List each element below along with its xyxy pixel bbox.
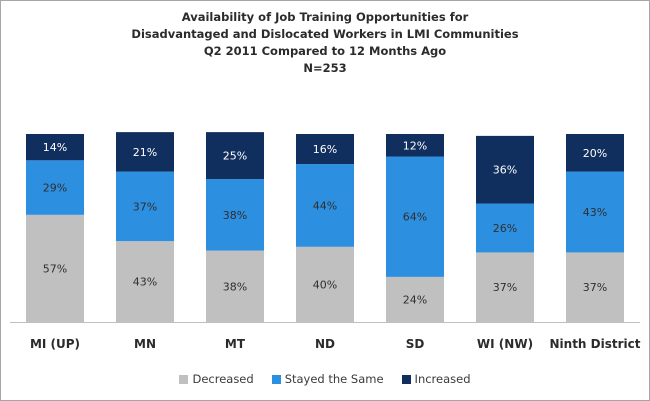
data-label-decreased-mt: 38%	[223, 280, 247, 293]
bar-increased-ninth-district	[566, 134, 624, 172]
legend-swatch-stayed-the-same	[271, 374, 281, 384]
bar-stayed-the-same-wi-nw	[476, 203, 534, 253]
bar-increased-mi-up	[26, 134, 84, 161]
chart-title-line-2: Disadvantaged and Dislocated Workers in …	[131, 27, 519, 41]
legend-item-decreased: Decreased	[179, 372, 254, 386]
bar-increased-sd	[386, 134, 444, 157]
legend-label-decreased: Decreased	[192, 372, 254, 386]
legend-label-increased: Increased	[414, 372, 471, 386]
chart-title-line-1: Availability of Job Training Opportuniti…	[181, 10, 469, 24]
x-tick-label-mn: MN	[134, 337, 156, 351]
bar-stayed-the-same-ninth-district	[566, 171, 624, 253]
x-tick-label-sd: SD	[406, 337, 425, 351]
data-label-decreased-ninth-district: 37%	[583, 281, 607, 294]
legend: Decreased Stayed the Same Increased	[0, 372, 650, 386]
bar-increased-mt	[206, 132, 264, 180]
bar-stayed-the-same-mi-up	[26, 160, 84, 215]
x-tick-label-mi-up: MI (UP)	[30, 337, 80, 351]
data-label-increased-nd: 16%	[313, 143, 337, 156]
chart-title-line-3: Q2 2011 Compared to 12 Months Ago	[203, 44, 447, 58]
data-label-stayed-the-same-mi-up: 29%	[43, 182, 67, 195]
data-label-decreased-wi-nw: 37%	[493, 281, 517, 294]
data-label-stayed-the-same-mt: 38%	[223, 209, 247, 222]
data-label-increased-mi-up: 14%	[43, 141, 67, 154]
bar-increased-wi-nw	[476, 135, 534, 204]
bar-stayed-the-same-mt	[206, 179, 264, 251]
data-label-stayed-the-same-wi-nw: 26%	[493, 222, 517, 235]
bar-increased-nd	[296, 134, 354, 165]
data-label-increased-mt: 25%	[223, 150, 247, 163]
data-label-decreased-sd: 24%	[403, 293, 427, 306]
x-tick-label-ninth-district: Ninth District	[550, 337, 641, 351]
data-label-decreased-mi-up: 57%	[43, 262, 67, 275]
data-label-stayed-the-same-ninth-district: 43%	[583, 206, 607, 219]
data-label-decreased-nd: 40%	[313, 278, 337, 291]
legend-item-stayed-the-same: Stayed the Same	[271, 372, 384, 386]
bar-decreased-mi-up	[26, 214, 84, 322]
chart-title-line-4: N=253	[303, 61, 347, 75]
legend-item-increased: Increased	[401, 372, 471, 386]
bar-decreased-sd	[386, 276, 444, 322]
bar-stayed-the-same-sd	[386, 156, 444, 277]
bar-decreased-nd	[296, 246, 354, 322]
legend-swatch-increased	[401, 374, 411, 384]
bar-decreased-wi-nw	[476, 252, 534, 322]
bar-decreased-mn	[116, 241, 174, 322]
legend-swatch-decreased	[179, 374, 189, 384]
data-label-increased-sd: 12%	[403, 139, 427, 152]
data-label-increased-ninth-district: 20%	[583, 147, 607, 160]
bar-decreased-ninth-district	[566, 252, 624, 322]
bar-stayed-the-same-mn	[116, 171, 174, 242]
x-tick-label-wi-nw: WI (NW)	[477, 337, 533, 351]
bar-increased-mn	[116, 132, 174, 172]
data-label-increased-wi-nw: 36%	[493, 164, 517, 177]
data-label-decreased-mn: 43%	[133, 276, 157, 289]
bar-decreased-mt	[206, 250, 264, 322]
bar-stayed-the-same-nd	[296, 164, 354, 247]
data-label-stayed-the-same-mn: 37%	[133, 200, 157, 213]
x-tick-label-mt: MT	[225, 337, 246, 351]
x-tick-label-nd: ND	[315, 337, 335, 351]
data-label-stayed-the-same-nd: 44%	[313, 199, 337, 212]
data-label-stayed-the-same-sd: 64%	[403, 211, 427, 224]
legend-label-stayed-the-same: Stayed the Same	[284, 372, 384, 386]
data-label-increased-mn: 21%	[133, 146, 157, 159]
